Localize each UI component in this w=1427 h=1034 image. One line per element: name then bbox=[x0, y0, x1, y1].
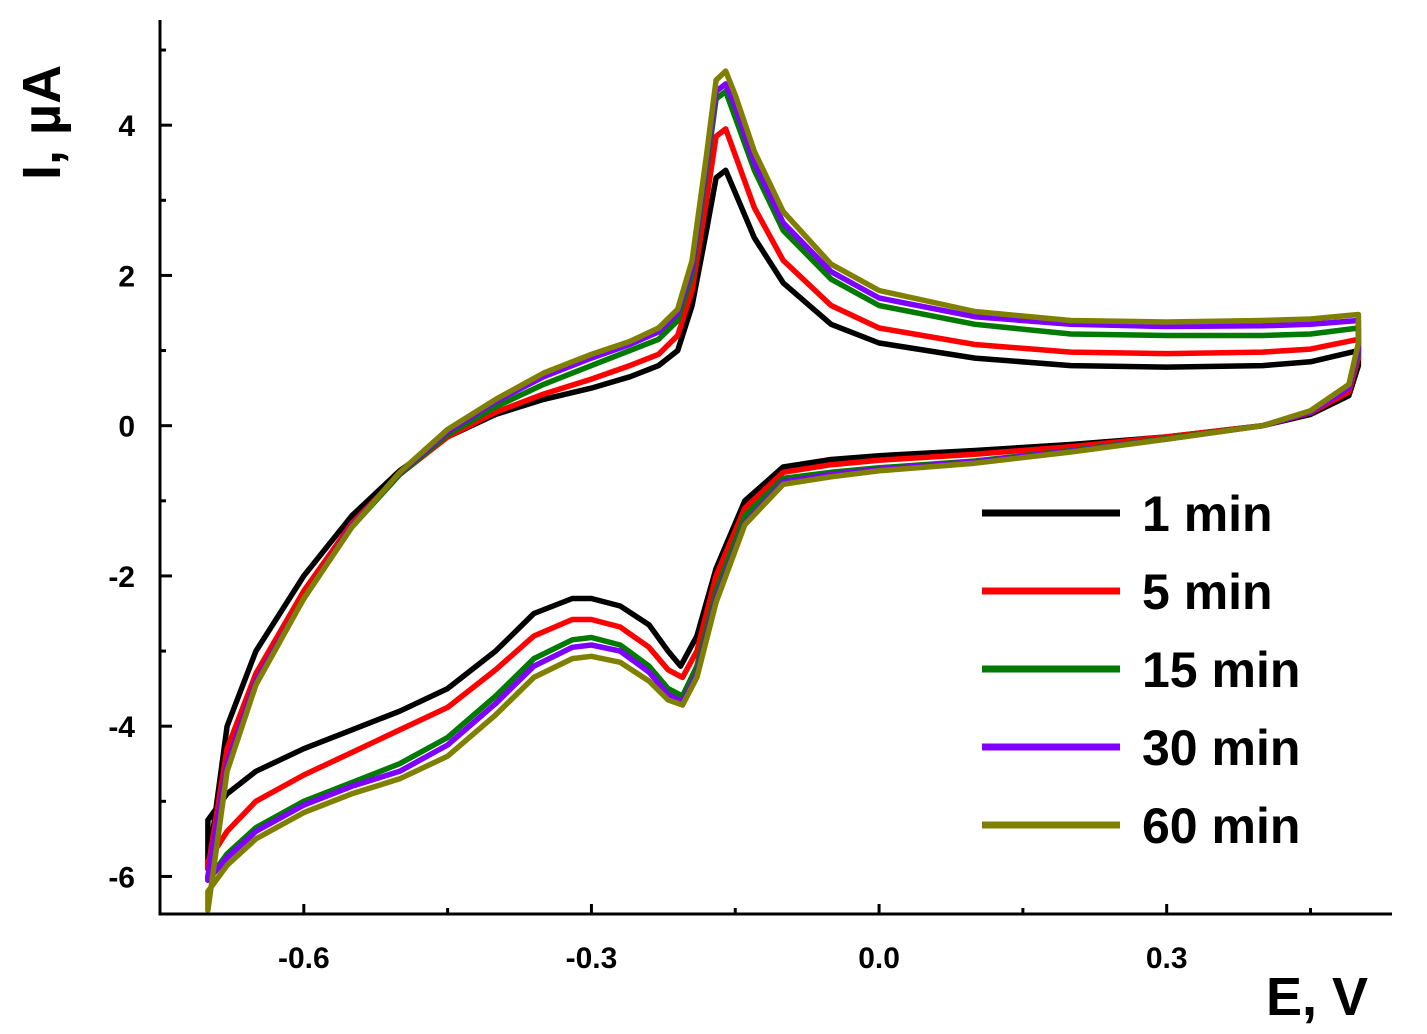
curves-group bbox=[205, 68, 1362, 913]
legend-label: 1 min bbox=[1142, 486, 1273, 542]
legend-label: 30 min bbox=[1142, 720, 1300, 776]
y-tick-label: -2 bbox=[108, 561, 135, 594]
legend-label: 5 min bbox=[1142, 564, 1273, 620]
x-tick-label: -0.6 bbox=[278, 942, 330, 975]
y-axis-title: I, µA bbox=[12, 65, 72, 180]
legend-label: 60 min bbox=[1142, 798, 1300, 854]
x-tick-label: 0.0 bbox=[858, 942, 900, 975]
y-tick-label: 2 bbox=[118, 260, 135, 293]
x-tick-label: 0.3 bbox=[1146, 942, 1188, 975]
x-tick-label: -0.3 bbox=[566, 942, 618, 975]
y-tick-label: 0 bbox=[118, 411, 135, 444]
y-tick-label: 4 bbox=[118, 110, 135, 143]
axes-group bbox=[158, 20, 1392, 916]
ticks-group: -0.6 -0.3 0.0 0.3 -6 -4 -2 0 2 4 bbox=[108, 48, 1313, 975]
series-line-60-min bbox=[205, 68, 1362, 913]
legend-label: 15 min bbox=[1142, 642, 1300, 698]
legend: 1 min 5 min 15 min 30 min 60 min bbox=[982, 486, 1300, 854]
y-tick-label: -4 bbox=[108, 711, 135, 744]
y-tick-label: -6 bbox=[108, 861, 135, 894]
x-axis-title: E, V bbox=[1266, 967, 1368, 1027]
